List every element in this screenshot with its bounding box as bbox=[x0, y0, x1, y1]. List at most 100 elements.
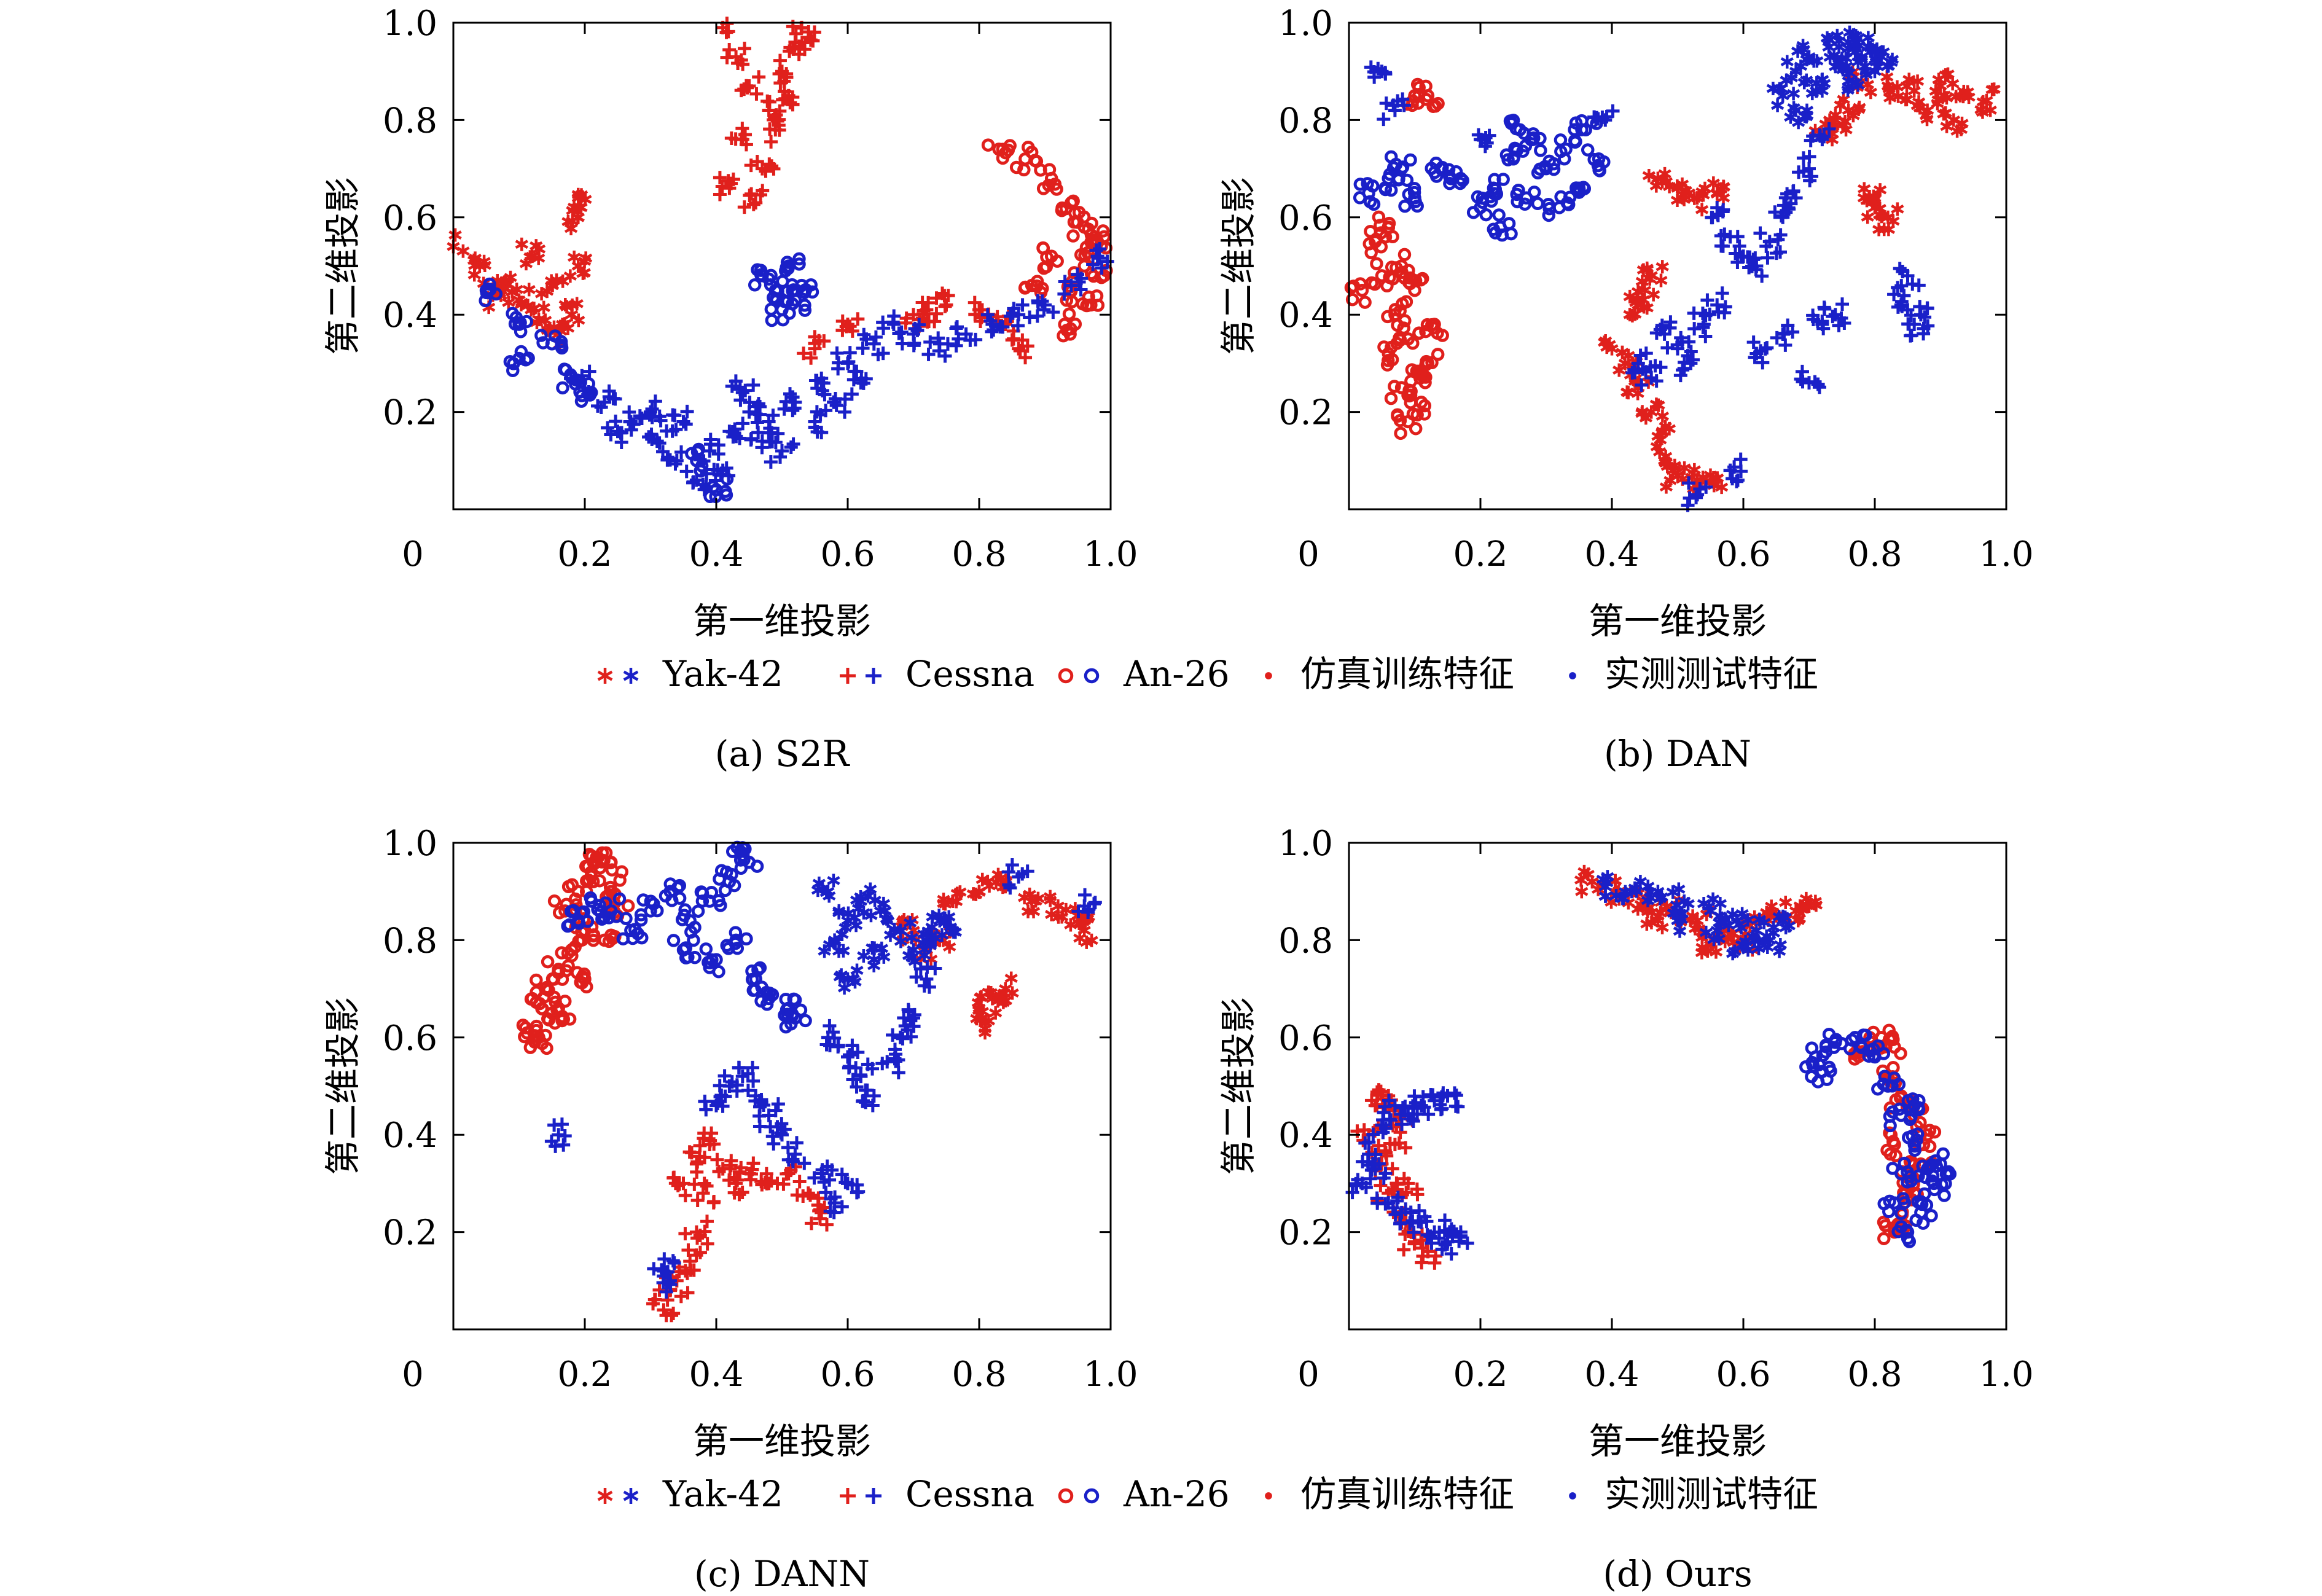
y-tick-label: 0.6 bbox=[1278, 1019, 1333, 1058]
x-tick-label: 0.6 bbox=[820, 1355, 875, 1395]
x-tick-label: 0.2 bbox=[1453, 1355, 1507, 1395]
data-point bbox=[807, 25, 821, 39]
data-point bbox=[1760, 341, 1774, 355]
y-tick-label: 0.4 bbox=[383, 295, 437, 335]
data-point bbox=[535, 1002, 549, 1015]
data-point bbox=[1841, 83, 1855, 97]
data-point bbox=[1746, 335, 1761, 350]
data-point bbox=[1421, 1107, 1436, 1121]
data-point bbox=[612, 892, 627, 906]
data-point bbox=[1832, 34, 1846, 48]
data-point bbox=[1487, 187, 1501, 200]
data-point bbox=[1381, 310, 1394, 324]
data-point bbox=[807, 1171, 821, 1185]
data-point bbox=[1479, 208, 1493, 222]
data-point bbox=[1001, 143, 1015, 157]
data-point bbox=[1393, 1216, 1407, 1230]
data-point bbox=[1007, 302, 1021, 316]
data-point bbox=[1385, 1162, 1399, 1176]
data-point bbox=[1495, 228, 1509, 242]
x-tick-label: 0.4 bbox=[1584, 1355, 1639, 1395]
data-point bbox=[1085, 933, 1098, 947]
data-point bbox=[1713, 896, 1727, 910]
y-tick-label: 1.0 bbox=[383, 4, 437, 44]
x-axis-label: 第一维投影 bbox=[1589, 600, 1767, 642]
data-point bbox=[1769, 246, 1783, 260]
data-point bbox=[1921, 319, 1935, 333]
data-point bbox=[1370, 1085, 1384, 1099]
data-point bbox=[537, 300, 550, 315]
data-point bbox=[1503, 114, 1517, 128]
data-point bbox=[1364, 246, 1378, 260]
y-tick-label: 0.4 bbox=[1278, 295, 1333, 335]
data-point bbox=[1686, 353, 1700, 367]
data-point bbox=[1379, 1121, 1393, 1135]
data-point bbox=[1370, 257, 1383, 270]
data-point bbox=[1940, 119, 1953, 133]
data-point bbox=[1412, 364, 1426, 378]
data-point bbox=[1478, 139, 1492, 154]
data-point bbox=[1928, 1183, 1941, 1197]
data-point bbox=[729, 926, 743, 939]
data-point bbox=[1896, 265, 1910, 279]
data-point bbox=[996, 320, 1010, 334]
data-point bbox=[690, 1155, 705, 1169]
data-point bbox=[678, 1189, 692, 1203]
data-point bbox=[1023, 887, 1036, 901]
data-point bbox=[789, 1136, 803, 1150]
data-point bbox=[1837, 92, 1850, 106]
data-point bbox=[788, 401, 802, 415]
data-point bbox=[1410, 1187, 1425, 1202]
data-point bbox=[1850, 31, 1864, 45]
data-point bbox=[1344, 281, 1358, 294]
data-point bbox=[1386, 272, 1400, 286]
data-point bbox=[1082, 290, 1096, 304]
data-point bbox=[935, 928, 949, 942]
data-point bbox=[827, 1205, 841, 1219]
data-point bbox=[741, 1084, 755, 1098]
data-point bbox=[1628, 881, 1641, 895]
data-point bbox=[1048, 178, 1062, 191]
data-point bbox=[1004, 971, 1018, 985]
data-point bbox=[1711, 305, 1726, 319]
data-point bbox=[634, 913, 648, 927]
data-point bbox=[713, 171, 727, 185]
data-point bbox=[1904, 308, 1918, 323]
data-point bbox=[1748, 251, 1762, 265]
data-point bbox=[705, 953, 719, 967]
data-point bbox=[1900, 79, 1914, 93]
data-point bbox=[534, 329, 548, 342]
data-point bbox=[1735, 937, 1749, 952]
data-point bbox=[877, 896, 891, 910]
data-point bbox=[1796, 151, 1810, 165]
data-point bbox=[502, 295, 515, 310]
data-point bbox=[1918, 310, 1932, 324]
data-point bbox=[666, 934, 681, 947]
data-point bbox=[1433, 1098, 1447, 1112]
legend-marker bbox=[1084, 1488, 1100, 1504]
data-point bbox=[1568, 123, 1581, 136]
data-point bbox=[982, 985, 995, 999]
x-tick-label: 0.2 bbox=[557, 1355, 612, 1395]
data-point bbox=[700, 1237, 714, 1251]
data-point bbox=[1091, 299, 1105, 312]
data-point bbox=[1761, 251, 1775, 265]
data-point bbox=[1698, 308, 1713, 323]
data-point bbox=[1420, 354, 1433, 369]
data-point bbox=[1391, 94, 1405, 108]
data-points bbox=[1344, 25, 2001, 512]
data-point bbox=[1399, 1141, 1413, 1155]
data-point bbox=[738, 41, 752, 55]
data-point bbox=[1910, 1133, 1923, 1147]
data-point bbox=[1815, 73, 1829, 87]
data-point bbox=[739, 79, 753, 93]
legend-marker bbox=[1265, 672, 1272, 679]
data-point bbox=[1909, 1213, 1923, 1227]
data-point bbox=[1487, 222, 1501, 236]
data-point bbox=[703, 1133, 717, 1148]
data-point bbox=[736, 417, 750, 431]
data-point bbox=[1591, 158, 1605, 173]
legend-marker bbox=[1569, 1492, 1576, 1500]
data-point bbox=[534, 287, 549, 301]
data-point bbox=[1904, 329, 1918, 343]
